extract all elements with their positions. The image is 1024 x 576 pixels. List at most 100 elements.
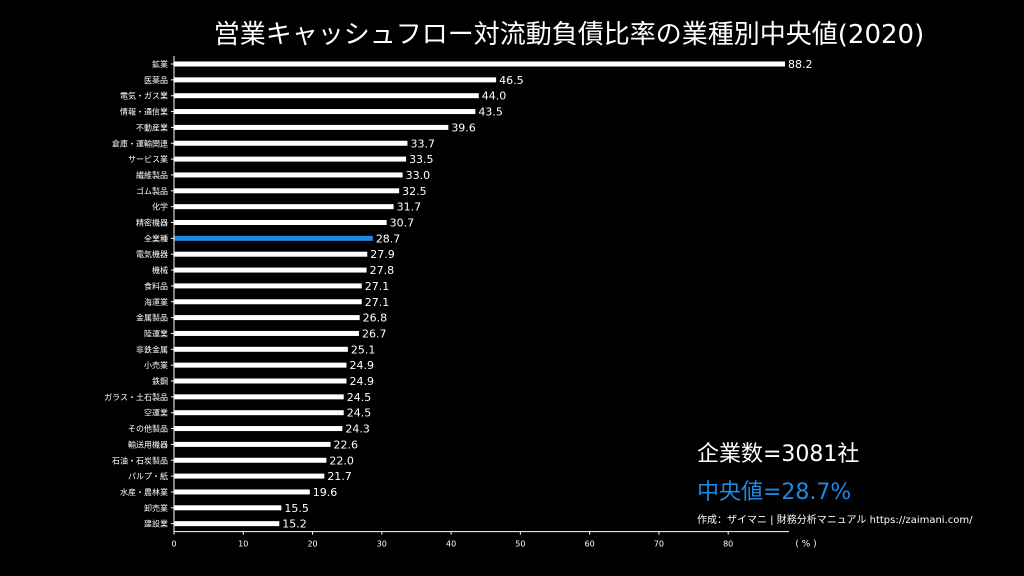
bar bbox=[174, 426, 343, 432]
category-label: 空運業 bbox=[144, 408, 168, 418]
bar bbox=[174, 299, 362, 305]
value-label: 15.2 bbox=[282, 518, 307, 531]
x-tick-label: 30 bbox=[377, 540, 387, 549]
value-label: 26.7 bbox=[362, 327, 387, 340]
value-label: 44.0 bbox=[482, 90, 507, 103]
axis-layer: 鉱業医薬品電気・ガス業情報・通信業不動産業倉庫・運輸関連サービス業繊維製品ゴム製… bbox=[104, 56, 817, 550]
bar bbox=[174, 394, 344, 400]
category-label: 金属製品 bbox=[136, 313, 168, 323]
category-label: 繊維製品 bbox=[136, 170, 168, 180]
x-tick-label: 70 bbox=[654, 540, 664, 549]
value-label: 30.7 bbox=[390, 217, 415, 230]
value-label: 24.3 bbox=[345, 423, 370, 436]
bar bbox=[174, 267, 367, 273]
x-axis-unit-label: ( % ) bbox=[795, 540, 816, 550]
x-tick-label: 80 bbox=[723, 540, 733, 549]
category-label: 陸運業 bbox=[144, 328, 168, 338]
category-label: 不動産業 bbox=[136, 122, 168, 132]
chart-title: 営業キャッシュフロー対流動負債比率の業種別中央値(2020) bbox=[213, 20, 925, 50]
category-label: 倉庫・運輸関連 bbox=[112, 138, 168, 148]
bar bbox=[174, 378, 347, 384]
x-tick-label: 20 bbox=[307, 540, 317, 549]
value-label: 15.5 bbox=[284, 502, 309, 515]
value-label: 88.2 bbox=[788, 58, 813, 71]
value-label: 25.1 bbox=[351, 343, 376, 356]
value-label: 24.9 bbox=[349, 375, 374, 388]
category-label: その他製品 bbox=[128, 424, 168, 434]
category-label: 卸売業 bbox=[144, 503, 168, 513]
category-label: 石油・石炭製品 bbox=[112, 455, 168, 465]
category-label: 海運業 bbox=[144, 297, 168, 307]
bar bbox=[174, 521, 280, 527]
bar bbox=[174, 489, 310, 495]
value-label: 24.5 bbox=[347, 391, 372, 404]
category-label: 全業種 bbox=[144, 233, 168, 243]
bar bbox=[174, 93, 479, 99]
value-label: 27.1 bbox=[365, 296, 390, 309]
x-tick-label: 50 bbox=[515, 540, 525, 549]
value-label: 43.5 bbox=[478, 106, 503, 119]
bar bbox=[174, 172, 403, 178]
bar bbox=[174, 156, 407, 162]
category-label: 精密機器 bbox=[136, 218, 168, 228]
value-label: 27.9 bbox=[370, 248, 395, 261]
category-label: ゴム製品 bbox=[136, 186, 168, 196]
value-label: 24.9 bbox=[349, 359, 374, 372]
value-label: 21.7 bbox=[327, 470, 352, 483]
value-label: 28.7 bbox=[376, 232, 401, 245]
value-label: 27.8 bbox=[370, 264, 395, 277]
x-tick-label: 40 bbox=[446, 540, 456, 549]
value-label: 32.5 bbox=[402, 185, 427, 198]
category-label: 情報・通信業 bbox=[120, 107, 168, 117]
bar bbox=[174, 124, 449, 130]
bar bbox=[174, 346, 348, 352]
bar bbox=[174, 283, 362, 289]
category-label: 水産・農林業 bbox=[120, 487, 168, 497]
bar bbox=[174, 410, 344, 416]
category-label: 建設業 bbox=[144, 519, 168, 529]
category-label: 化学 bbox=[152, 202, 168, 212]
bar bbox=[174, 251, 368, 257]
value-label: 19.6 bbox=[313, 486, 338, 499]
bar bbox=[174, 188, 400, 194]
category-label: 機械 bbox=[152, 265, 168, 275]
category-label: ガラス・土石製品 bbox=[104, 392, 168, 402]
value-label: 24.5 bbox=[347, 407, 372, 420]
bar bbox=[174, 77, 497, 83]
bars-layer: 88.2 46.5 44.0 43.539.6 33.7 33.5 33.0 32.5 31.7… bbox=[174, 58, 813, 531]
bar bbox=[174, 362, 347, 368]
value-label: 31.7 bbox=[397, 201, 422, 214]
category-label: 非鉄金属 bbox=[136, 344, 168, 354]
value-label: 33.0 bbox=[406, 169, 431, 182]
category-label: 電気機器 bbox=[136, 249, 168, 259]
x-tick-label: 0 bbox=[171, 540, 176, 549]
x-tick-label: 60 bbox=[585, 540, 595, 549]
bar bbox=[174, 61, 785, 67]
value-label: 33.5 bbox=[409, 153, 434, 166]
category-label: 電気・ガス業 bbox=[120, 91, 168, 101]
highlight-bar bbox=[174, 235, 373, 241]
category-label: サービス業 bbox=[128, 154, 168, 164]
bar bbox=[174, 315, 360, 321]
credit-text: 作成：ザイマニ | 財務分析マニュアル https://zaimani.com/ bbox=[697, 515, 973, 526]
median-text: 中央値=28.7% bbox=[697, 480, 852, 505]
category-label: 鉱業 bbox=[152, 59, 168, 69]
category-label: 医薬品 bbox=[144, 75, 168, 85]
bar bbox=[174, 220, 387, 225]
value-label: 27.1 bbox=[365, 280, 390, 293]
company-count-text: 企業数=3081社 bbox=[697, 442, 860, 467]
bar bbox=[174, 330, 359, 336]
value-label: 33.7 bbox=[410, 137, 435, 150]
category-label: 輸送用機器 bbox=[128, 439, 168, 449]
bar bbox=[174, 140, 408, 146]
x-tick-label: 10 bbox=[238, 540, 248, 549]
category-label: 食料品 bbox=[144, 281, 168, 291]
bar bbox=[174, 441, 331, 447]
value-label: 26.8 bbox=[363, 312, 388, 325]
category-label: パルプ・紙 bbox=[128, 471, 168, 481]
value-label: 46.5 bbox=[499, 74, 524, 87]
bar bbox=[174, 109, 476, 115]
bar bbox=[174, 204, 394, 210]
bar bbox=[174, 457, 327, 463]
